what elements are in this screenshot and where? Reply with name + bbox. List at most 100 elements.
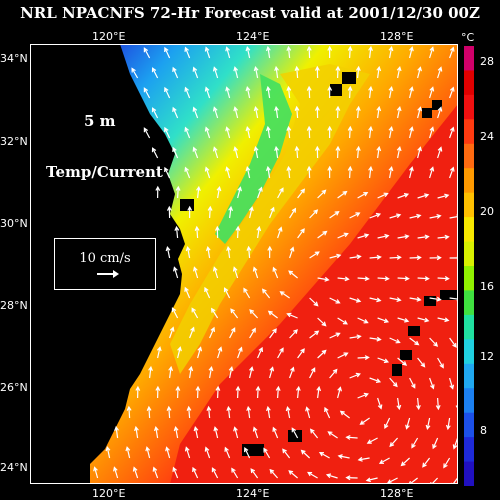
colorbar-cell — [464, 46, 474, 71]
land-cell — [288, 430, 302, 442]
current-arrow — [377, 357, 390, 364]
current-arrow — [131, 67, 139, 79]
lon-label-top: 120°E — [92, 30, 126, 43]
current-arrow — [349, 254, 362, 260]
current-arrow — [337, 276, 350, 282]
current-arrow — [317, 230, 328, 239]
current-arrow — [339, 410, 350, 419]
current-arrow — [177, 346, 182, 359]
depth-label: 5 m — [84, 112, 116, 130]
current-arrow — [409, 255, 422, 261]
current-arrow — [368, 85, 373, 99]
current-arrow — [357, 191, 369, 199]
current-arrow — [261, 288, 271, 299]
lon-label-bottom: 128°E — [380, 487, 414, 500]
current-arrow — [355, 145, 361, 159]
current-arrow — [309, 251, 320, 259]
current-arrow — [277, 347, 284, 359]
current-arrow — [166, 405, 172, 419]
current-arrow — [417, 66, 422, 79]
current-arrow — [252, 266, 259, 279]
current-arrow — [337, 352, 349, 359]
current-arrow — [225, 86, 231, 99]
lon-label-bottom: 120°E — [92, 487, 126, 500]
current-arrow — [246, 405, 252, 419]
colorbar-tick: 20 — [480, 205, 494, 218]
current-arrow — [329, 210, 340, 219]
current-arrow — [295, 385, 301, 399]
current-arrow — [192, 146, 199, 159]
current-arrow — [432, 437, 439, 450]
current-arrow — [174, 225, 180, 239]
current-arrow — [257, 346, 263, 359]
current-arrow — [388, 125, 394, 139]
current-arrow — [173, 266, 179, 279]
current-arrow — [272, 266, 279, 279]
current-arrow — [417, 193, 430, 199]
current-arrow — [405, 417, 411, 430]
current-arrow — [411, 437, 419, 449]
current-arrow — [335, 105, 341, 119]
current-arrow — [397, 234, 410, 240]
current-arrow — [249, 366, 254, 379]
current-arrow — [225, 126, 231, 139]
current-arrow — [266, 405, 271, 419]
plot-frame — [30, 44, 458, 484]
vector-scale-arrow — [97, 270, 119, 278]
current-arrow — [184, 166, 191, 179]
current-arrow — [195, 385, 201, 399]
current-arrow — [449, 296, 458, 302]
current-arrow — [429, 214, 442, 219]
current-arrow — [376, 105, 382, 119]
current-arrow — [274, 65, 279, 79]
current-arrow — [417, 276, 430, 281]
lon-label-top: 124°E — [236, 30, 270, 43]
current-arrow — [286, 45, 292, 59]
current-arrow — [417, 357, 426, 368]
current-arrow — [256, 225, 262, 239]
current-arrow — [212, 66, 219, 79]
current-arrow — [409, 46, 414, 59]
current-arrow — [327, 45, 333, 59]
current-arrow — [417, 317, 430, 323]
field-label: Temp/Current — [46, 163, 163, 181]
current-arrow — [135, 385, 141, 399]
current-arrow — [275, 385, 281, 399]
lat-label: 28°N — [0, 299, 28, 312]
current-arrow — [211, 307, 219, 319]
current-arrow — [365, 477, 378, 483]
current-arrow — [233, 66, 239, 79]
colorbar-cell — [464, 290, 474, 316]
current-arrow — [316, 385, 322, 399]
current-arrow — [327, 85, 333, 99]
current-arrow — [286, 85, 292, 99]
current-arrow — [409, 296, 422, 302]
current-arrow — [443, 457, 451, 469]
current-arrow — [134, 425, 139, 439]
current-arrow — [314, 65, 320, 79]
current-arrow — [329, 253, 342, 259]
land-cell — [180, 199, 194, 211]
lat-label: 34°N — [0, 52, 28, 65]
colorbar-cell — [464, 168, 474, 194]
colorbar-cell — [464, 437, 474, 462]
colorbar-units: °C — [461, 31, 475, 44]
current-arrow — [337, 386, 342, 399]
current-arrow — [184, 126, 191, 139]
current-arrow — [225, 46, 231, 59]
current-arrow — [175, 385, 181, 399]
colorbar-cell — [464, 192, 474, 218]
current-arrow — [173, 425, 179, 439]
current-arrow — [345, 435, 358, 440]
current-arrow — [228, 205, 234, 219]
current-arrow — [204, 286, 211, 299]
current-arrow — [105, 445, 111, 459]
current-arrow — [146, 405, 152, 419]
current-arrow — [205, 245, 211, 259]
current-arrow — [317, 349, 327, 359]
colorbar — [464, 46, 474, 486]
current-arrow — [249, 327, 256, 339]
current-arrow — [164, 86, 171, 99]
current-arrow — [309, 428, 319, 439]
colorbar-cell — [464, 119, 474, 145]
